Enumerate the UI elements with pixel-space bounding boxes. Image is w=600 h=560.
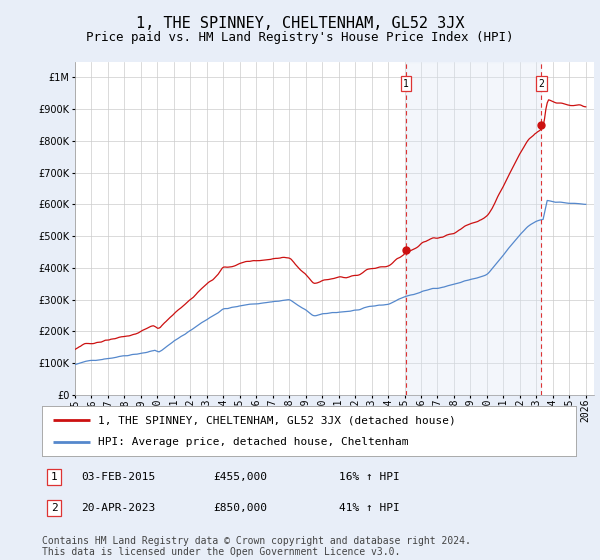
Text: HPI: Average price, detached house, Cheltenham: HPI: Average price, detached house, Chel… (98, 437, 409, 447)
Text: £455,000: £455,000 (213, 472, 267, 482)
Text: 41% ↑ HPI: 41% ↑ HPI (339, 503, 400, 513)
Text: 1, THE SPINNEY, CHELTENHAM, GL52 3JX (detached house): 1, THE SPINNEY, CHELTENHAM, GL52 3JX (de… (98, 415, 456, 425)
Text: £850,000: £850,000 (213, 503, 267, 513)
Text: 16% ↑ HPI: 16% ↑ HPI (339, 472, 400, 482)
Bar (406, 62, 541, 395)
Text: 03-FEB-2015: 03-FEB-2015 (81, 472, 155, 482)
Text: 1: 1 (50, 472, 58, 482)
Text: 2: 2 (539, 79, 544, 89)
Text: 1, THE SPINNEY, CHELTENHAM, GL52 3JX: 1, THE SPINNEY, CHELTENHAM, GL52 3JX (136, 16, 464, 31)
Text: 20-APR-2023: 20-APR-2023 (81, 503, 155, 513)
Text: 2: 2 (50, 503, 58, 513)
Text: Price paid vs. HM Land Registry's House Price Index (HPI): Price paid vs. HM Land Registry's House … (86, 31, 514, 44)
Text: 1: 1 (403, 79, 409, 89)
Text: Contains HM Land Registry data © Crown copyright and database right 2024.
This d: Contains HM Land Registry data © Crown c… (42, 535, 471, 557)
